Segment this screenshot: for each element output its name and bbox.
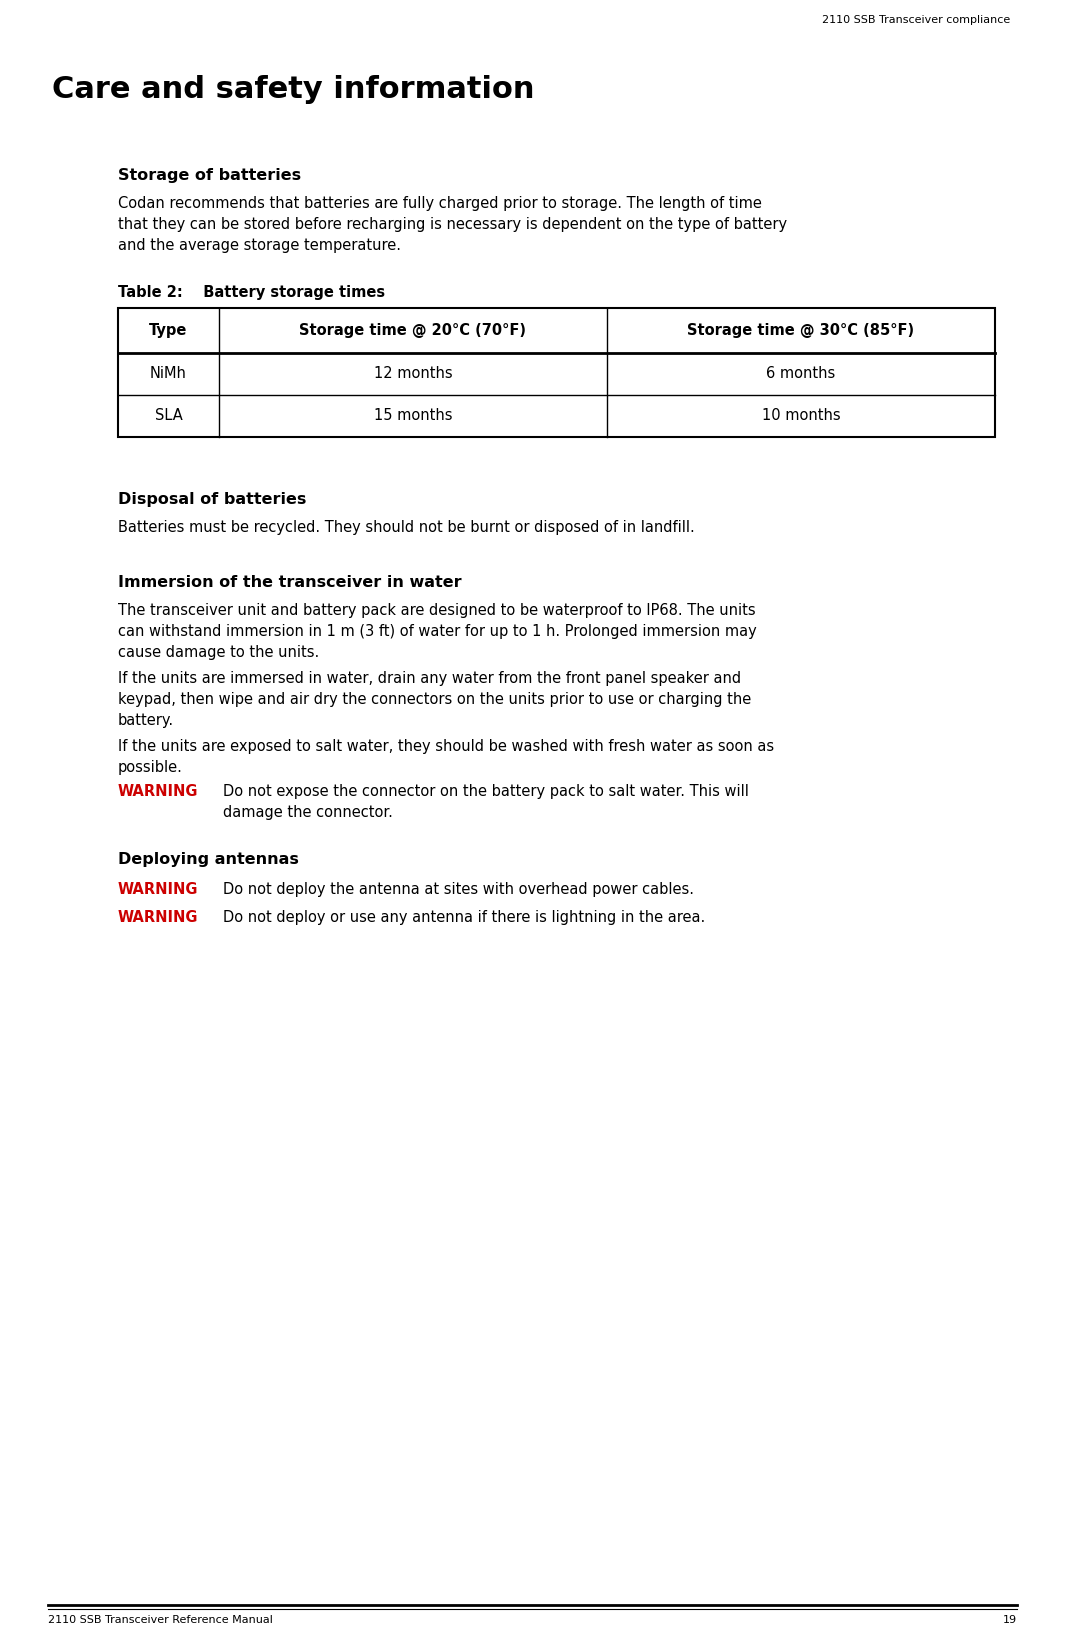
Text: Do not deploy the antenna at sites with overhead power cables.: Do not deploy the antenna at sites with … <box>223 882 694 897</box>
Text: The transceiver unit and battery pack are designed to be waterproof to IP68. The: The transceiver unit and battery pack ar… <box>118 603 757 661</box>
Bar <box>118 308 995 438</box>
Text: Table 2:    Battery storage times: Table 2: Battery storage times <box>118 285 386 300</box>
Text: WARNING: WARNING <box>118 882 198 897</box>
Text: Deploying antennas: Deploying antennas <box>118 852 299 867</box>
Text: 2110 SSB Transceiver compliance: 2110 SSB Transceiver compliance <box>822 15 1010 25</box>
Text: 15 months: 15 months <box>374 408 453 423</box>
Text: Do not deploy or use any antenna if there is lightning in the area.: Do not deploy or use any antenna if ther… <box>223 910 705 924</box>
Text: Batteries must be recycled. They should not be burnt or disposed of in landfill.: Batteries must be recycled. They should … <box>118 520 694 534</box>
Text: If the units are exposed to salt water, they should be washed with fresh water a: If the units are exposed to salt water, … <box>118 739 774 775</box>
Text: NiMh: NiMh <box>150 367 186 382</box>
Text: Storage of batteries: Storage of batteries <box>118 169 301 184</box>
Text: Immersion of the transceiver in water: Immersion of the transceiver in water <box>118 575 461 590</box>
Text: Type: Type <box>149 323 187 338</box>
Text: Storage time @ 20°C (70°F): Storage time @ 20°C (70°F) <box>299 323 526 338</box>
Text: Care and safety information: Care and safety information <box>52 75 535 103</box>
Text: 19: 19 <box>1003 1614 1017 1624</box>
Text: Codan recommends that batteries are fully charged prior to storage. The length o: Codan recommends that batteries are full… <box>118 197 787 252</box>
Text: 12 months: 12 months <box>374 367 453 382</box>
Text: 10 months: 10 months <box>761 408 840 423</box>
Text: 2110 SSB Transceiver Reference Manual: 2110 SSB Transceiver Reference Manual <box>48 1614 273 1624</box>
Text: Storage time @ 30°C (85°F): Storage time @ 30°C (85°F) <box>687 323 915 338</box>
Text: WARNING: WARNING <box>118 910 198 924</box>
Text: SLA: SLA <box>154 408 182 423</box>
Text: If the units are immersed in water, drain any water from the front panel speaker: If the units are immersed in water, drai… <box>118 670 751 728</box>
Text: Disposal of batteries: Disposal of batteries <box>118 492 307 506</box>
Text: WARNING: WARNING <box>118 783 198 798</box>
Text: 6 months: 6 months <box>767 367 836 382</box>
Text: Do not expose the connector on the battery pack to salt water. This will
damage : Do not expose the connector on the batte… <box>223 783 749 820</box>
